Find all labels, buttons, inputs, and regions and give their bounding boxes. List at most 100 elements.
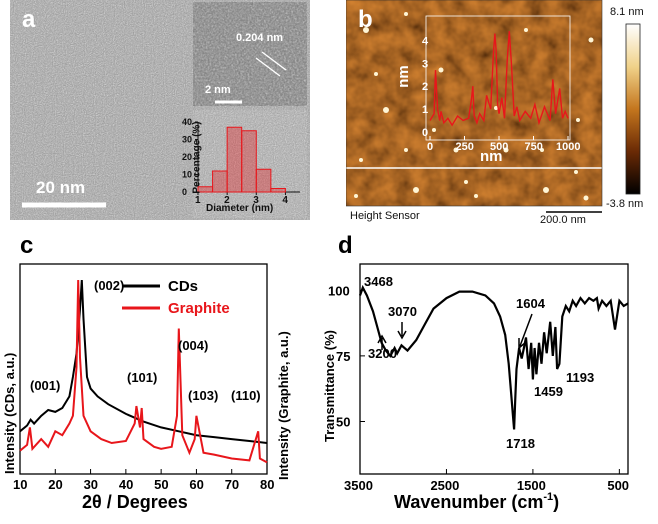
panel-a: 1 2 3 4 0 10 20 30 40 a 20 nm 2 nm 0.204 nm Diam… xyxy=(10,0,310,220)
profile-y-tick-label: 4 xyxy=(422,35,429,47)
ftir-x-tick-label: 500 xyxy=(607,478,629,493)
hrtem-inset xyxy=(193,2,307,106)
afm-scalebar-label: 200.0 nm xyxy=(540,214,586,226)
height-profile-series xyxy=(429,31,569,127)
hist-x-tick-label: 4 xyxy=(282,195,288,206)
hist-bar xyxy=(241,130,257,193)
ftir-y-tick-label: 75 xyxy=(336,349,350,364)
ftir-axes: 3500 2500 1500 500 50 75 100 xyxy=(328,283,629,493)
afm-particle xyxy=(540,148,544,152)
afm-particle xyxy=(432,128,436,132)
profile-y-tick-label: 1 xyxy=(422,104,428,116)
afm-particle xyxy=(359,158,363,162)
ftir-annotation: 3468 xyxy=(364,274,393,289)
colorbar-max: 8.1 nm xyxy=(610,6,644,18)
afm-particle xyxy=(588,37,594,43)
xrd-xlabel: 2θ / Degrees xyxy=(82,492,188,512)
hist-y-tick-label: 10 xyxy=(182,170,192,180)
xrd-annotation: (101) xyxy=(127,370,157,385)
profile-y-tick-label: 0 xyxy=(422,127,428,139)
hist-bar xyxy=(212,170,228,193)
panel-b: 0 250 500 750 1000 0 1 2 3 4 b 8.1 nm -3.8 nm Hei… xyxy=(345,0,658,230)
ftir-annotation: 3070 xyxy=(388,304,417,319)
ftir-annotation: 3200 xyxy=(368,346,397,361)
ftir-annotation: 1459 xyxy=(534,384,563,399)
profile-ylabel: nm xyxy=(394,65,412,88)
xrd-annotation: (103) xyxy=(188,388,218,403)
arrow-3070-icon xyxy=(397,322,407,340)
xrd-x-tick-label: 60 xyxy=(189,477,203,492)
colorbar-min: -3.8 nm xyxy=(606,198,644,210)
ftir-chart: 3500 2500 1500 500 50 75 100 3468 3070 3200 1604 1… xyxy=(322,263,629,512)
panel-label-a: a xyxy=(22,6,36,33)
ftir-x-tick-label: 3500 xyxy=(344,478,373,493)
afm-particle xyxy=(413,187,419,193)
profile-y-tick-label: 3 xyxy=(422,58,428,70)
afm-profile-inset: 0 250 500 750 1000 0 1 2 3 4 xyxy=(422,15,580,153)
hist-bar xyxy=(255,168,272,193)
profile-x-tick-label: 0 xyxy=(427,141,433,153)
xrd-chart: 10 20 30 40 50 60 70 80 CDs Graphite (001) (002)… xyxy=(2,263,291,512)
afm-particle xyxy=(524,28,528,32)
profile-x-tick-label: 500 xyxy=(490,141,508,153)
panel-label-c: c xyxy=(20,232,34,259)
xrd-axes: 10 20 30 40 50 60 70 80 xyxy=(13,469,274,492)
legend-label-graphite: Graphite xyxy=(168,300,230,317)
xrd-annotation: (004) xyxy=(178,338,208,353)
xrd-series-cds xyxy=(19,279,268,444)
panel-label-b: b xyxy=(358,6,373,33)
afm-particle xyxy=(464,180,468,184)
xrd-x-tick-label: 30 xyxy=(84,477,98,492)
afm-particle xyxy=(383,107,389,113)
profile-x-tick-label: 250 xyxy=(456,141,474,153)
ftir-annotation: 1604 xyxy=(516,296,546,311)
xrd-ylabel-right: Intensity (Graphite, a.u.) xyxy=(276,331,291,480)
xrd-x-tick-label: 40 xyxy=(119,477,133,492)
afm-particles xyxy=(354,12,594,201)
ftir-x-tick-label: 2500 xyxy=(430,478,459,493)
legend-label-cds: CDs xyxy=(168,278,198,295)
arrow-3200-icon xyxy=(377,334,387,350)
afm-particle xyxy=(574,170,578,174)
profile-x-tick-label: 1000 xyxy=(556,141,580,153)
ftir-xlabel: Wavenumber (cm-1) xyxy=(394,491,559,512)
afm-particle xyxy=(453,147,459,153)
afm-particle xyxy=(363,27,369,33)
height-sensor-label: Height Sensor xyxy=(350,210,420,222)
profile-x-tick-label: 750 xyxy=(525,141,543,153)
ftir-y-tick-label: 50 xyxy=(336,415,350,430)
inset-scalebar-label: 2 nm xyxy=(205,84,231,96)
ftir-ylabel: Transmittance (%) xyxy=(322,330,337,442)
hist-x-tick-label: 1 xyxy=(195,195,201,206)
histogram-ylabel: Percentage (%) xyxy=(191,121,203,194)
afm-colorbar xyxy=(625,23,641,195)
lattice-fringe-marker xyxy=(255,51,287,77)
histogram-bars xyxy=(197,126,286,193)
hist-y-tick-label: 0 xyxy=(182,187,187,197)
xrd-annotation: (002) xyxy=(94,278,124,293)
afm-particle xyxy=(354,194,358,198)
xrd-legend: CDs Graphite xyxy=(122,278,230,317)
xrd-annotation: (110) xyxy=(231,388,261,403)
xrd-series xyxy=(19,279,268,464)
ftir-x-tick-label: 1500 xyxy=(517,478,546,493)
panel-c: 10 20 30 40 50 60 70 80 CDs Graphite (001) (002)… xyxy=(0,232,300,519)
tem-scalebar-label: 20 nm xyxy=(36,178,86,197)
hist-y-tick-label: 20 xyxy=(182,152,192,162)
hist-y-tick-label: 30 xyxy=(182,135,192,145)
afm-particle xyxy=(404,12,408,16)
hist-bar xyxy=(226,126,243,193)
afm-particle xyxy=(404,148,408,152)
afm-particle xyxy=(543,187,549,193)
hist-x-tick-label: 3 xyxy=(253,195,259,206)
profile-xlabel: nm xyxy=(480,148,503,165)
ftir-annotation: 1193 xyxy=(566,370,594,385)
profile-y-tick-label: 2 xyxy=(422,81,428,93)
xrd-ylabel-left: Intensity (CDs, a.u.) xyxy=(2,353,17,474)
arrow-1604-icon xyxy=(518,313,533,350)
xrd-x-tick-label: 20 xyxy=(48,477,62,492)
profile-axes: 0 250 500 750 1000 0 1 2 3 4 xyxy=(422,35,580,153)
xrd-x-tick-label: 70 xyxy=(225,477,239,492)
xrd-annotation: (001) xyxy=(30,378,60,393)
